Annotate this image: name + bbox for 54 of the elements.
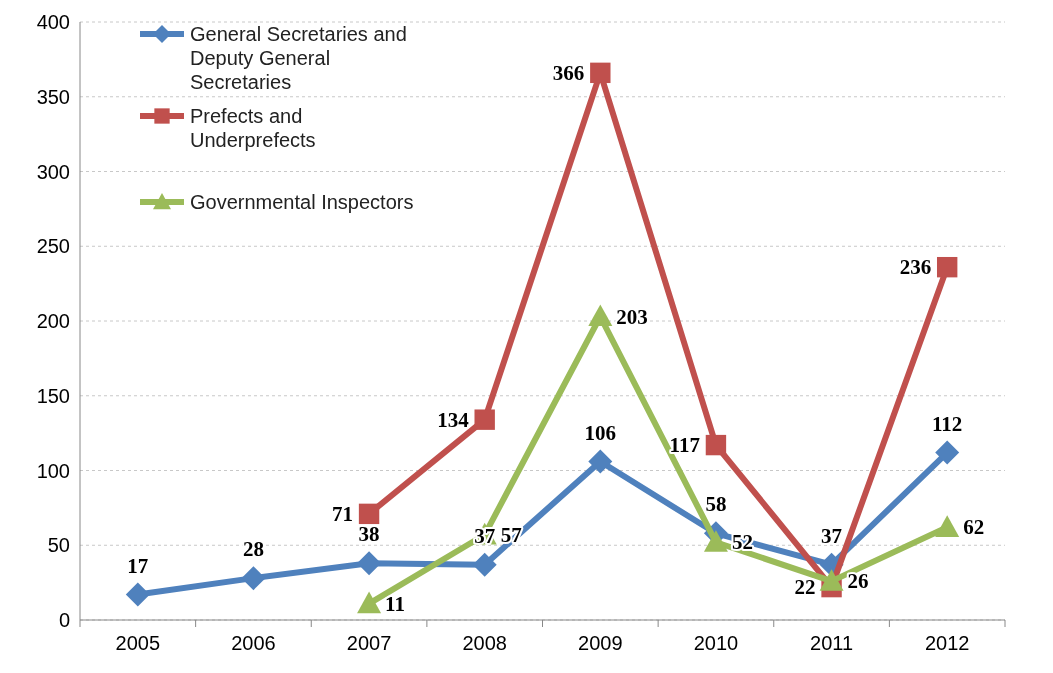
- x-tick-label: 2012: [924, 632, 970, 654]
- y-tick-label: 400: [36, 11, 70, 33]
- data-label: 22: [794, 575, 816, 600]
- legend-label: Governmental Inspectors: [190, 191, 414, 213]
- point: [358, 503, 380, 525]
- data-label: 17: [127, 553, 149, 578]
- point: [474, 409, 495, 430]
- x-tick-label: 2008: [462, 632, 507, 654]
- point: [703, 530, 728, 552]
- y-tick-label: 350: [36, 85, 70, 108]
- point: [705, 434, 727, 456]
- data-label: 28: [242, 537, 264, 562]
- point: [357, 591, 382, 614]
- data-label: 112: [932, 411, 963, 436]
- legend-label: Prefects and Underprefects: [190, 105, 316, 151]
- point: [588, 449, 613, 474]
- data-label: 26: [847, 569, 869, 594]
- point: [936, 256, 958, 278]
- x-tick-label: 2005: [115, 632, 161, 654]
- y-tick-label: 200: [36, 310, 70, 332]
- x-tick-label: 2007: [346, 632, 392, 654]
- data-label: 117: [669, 433, 700, 458]
- data-label: 106: [584, 420, 617, 445]
- point: [357, 551, 382, 576]
- point: [588, 304, 613, 327]
- data-label: 236: [899, 255, 932, 280]
- point: [590, 62, 611, 84]
- data-label: 366: [552, 60, 585, 85]
- data-label: 62: [963, 515, 985, 540]
- x-tick-label: 2006: [231, 632, 276, 654]
- data-label: 71: [332, 501, 354, 526]
- data-label: 11: [385, 591, 405, 616]
- data-label: 203: [616, 304, 648, 329]
- y-tick-label: 0: [58, 609, 70, 631]
- point: [472, 552, 497, 577]
- x-tick-label: 2011: [810, 632, 854, 654]
- legend-label: General Secretaries and Deputy General Secretaries: [190, 23, 407, 93]
- data-label: 134: [437, 407, 470, 432]
- data-label: 58: [705, 492, 727, 517]
- data-label: 37: [821, 523, 843, 548]
- point: [819, 569, 844, 591]
- x-tick-label: 2010: [693, 632, 739, 654]
- y-tick-label: 100: [36, 459, 70, 482]
- y-tick-label: 150: [36, 384, 70, 407]
- y-tick-label: 50: [47, 534, 70, 557]
- y-tick-label: 300: [36, 160, 70, 183]
- data-label: 37: [474, 523, 496, 548]
- point: [935, 440, 960, 465]
- x-tick-label: 2009: [578, 632, 623, 654]
- y-tick-label: 250: [36, 235, 70, 258]
- point: [125, 582, 150, 607]
- point: [241, 566, 266, 591]
- point: [935, 515, 960, 537]
- data-label: 38: [358, 522, 380, 547]
